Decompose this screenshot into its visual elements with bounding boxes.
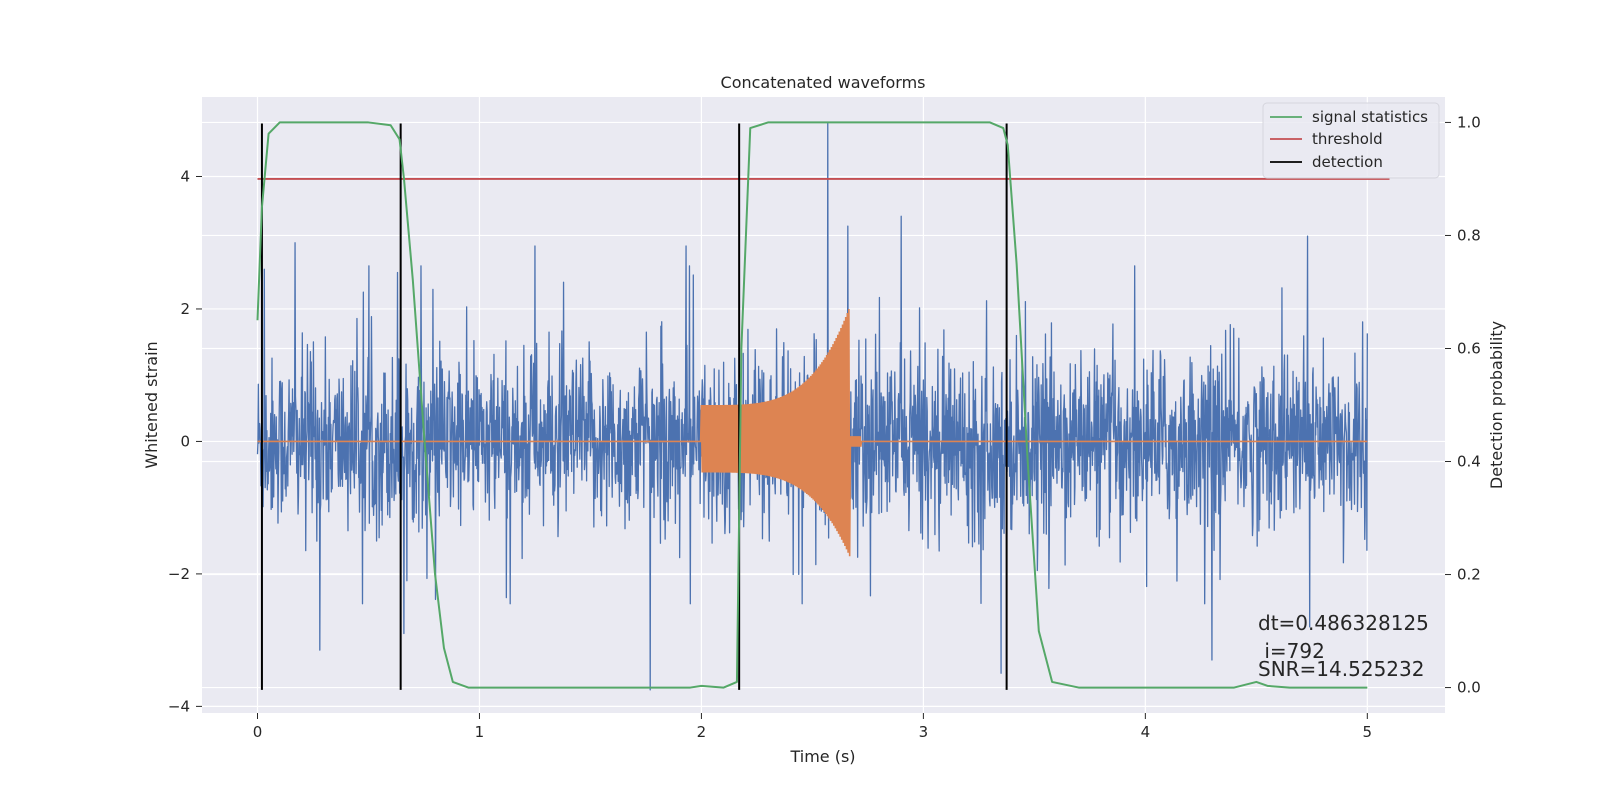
series-layer	[256, 121, 1390, 691]
x-tick-label-5: 5	[1363, 723, 1373, 741]
annotation-snr: SNR=14.525232	[1258, 657, 1424, 681]
y2-tick-label-4: 0.8	[1457, 226, 1481, 244]
x-tick-label-0: 0	[253, 723, 263, 741]
x-tick-label-1: 1	[475, 723, 485, 741]
signal-statistics-line	[256, 121, 1368, 689]
y2-tick-label-1: 0.2	[1457, 566, 1481, 584]
legend-box	[1262, 102, 1440, 179]
x-tick-label-2: 2	[697, 723, 707, 741]
y-tick-label-4: 4	[180, 167, 190, 185]
y-tick-label-2: 0	[180, 432, 190, 450]
legend-label-detection: detection	[1312, 153, 1383, 171]
legend-label-threshold: threshold	[1312, 130, 1383, 148]
y2-tick-label-0: 0.0	[1457, 679, 1481, 697]
y2-tick-label-5: 1.0	[1457, 113, 1481, 131]
y2-axis-label: Detection probability	[1487, 321, 1506, 489]
annotation-dt: dt=0.486328125	[1258, 611, 1429, 635]
annotation-i: i=792	[1258, 639, 1325, 663]
y2-tick-label-2: 0.4	[1457, 453, 1481, 471]
x-tick-label-4: 4	[1141, 723, 1151, 741]
injected-waveform-line	[257, 308, 1368, 557]
legend-label-signal-statistics: signal statistics	[1312, 108, 1428, 126]
y-tick-label-1: −2	[168, 565, 190, 583]
chart-title: Concatenated waveforms	[721, 73, 926, 92]
y-tick-label-3: 2	[180, 300, 190, 318]
legend: signal statistics threshold detection	[1262, 102, 1440, 179]
y-axis-label: Whitened strain	[142, 341, 161, 468]
y2-tick-label-3: 0.6	[1457, 339, 1481, 357]
x-tick-label-3: 3	[919, 723, 929, 741]
axes: 0 1 2 3 4 5 −4 −2 0 2 4 0.0 0.2 0.4 0.6 0.8 1.0	[168, 113, 1481, 741]
x-axis-label: Time (s)	[789, 747, 855, 766]
y-tick-label-0: −4	[168, 697, 190, 715]
